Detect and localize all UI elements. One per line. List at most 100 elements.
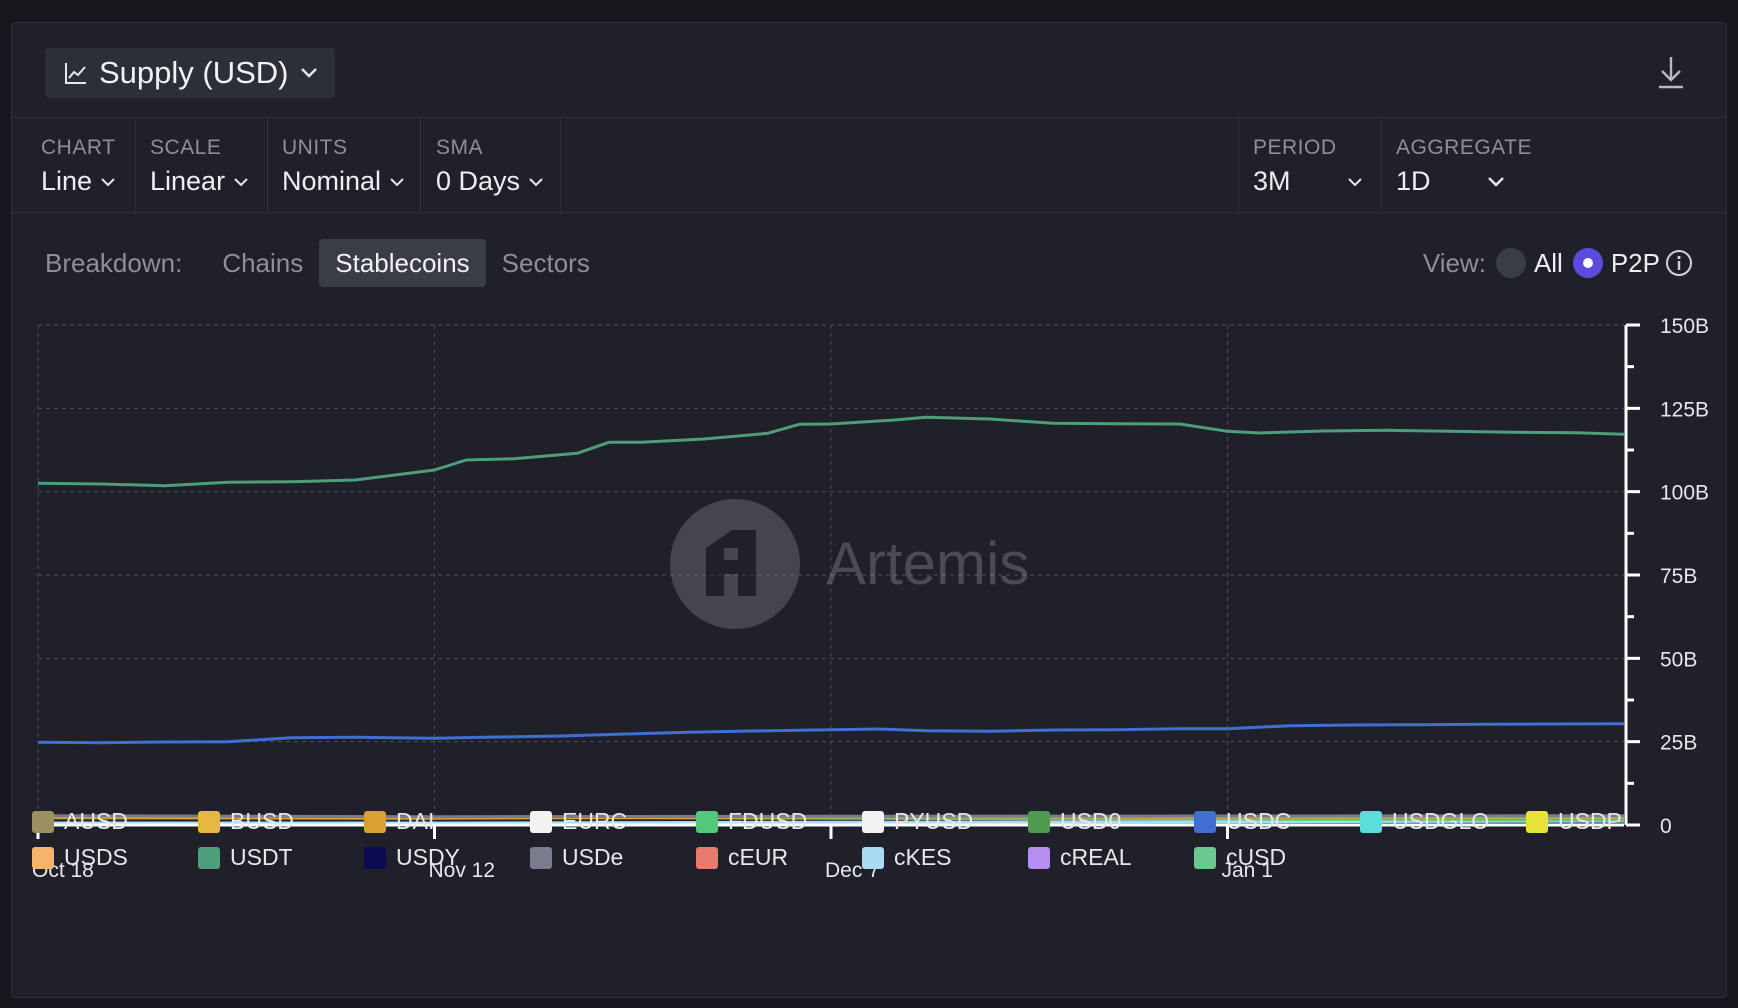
divider [1381, 118, 1382, 214]
legend-item-usdp[interactable]: USDP [1526, 808, 1622, 835]
legend-item-usdc[interactable]: USDC [1194, 808, 1291, 835]
x-tick-label: Jan 1 [1222, 859, 1273, 882]
info-icon[interactable] [1664, 248, 1694, 278]
chevron-down-icon [1348, 177, 1362, 186]
legend-item-usd0[interactable]: USD0 [1028, 808, 1121, 835]
scale-dropdown[interactable]: SCALE Linear [150, 118, 249, 214]
legend-swatch [1194, 846, 1216, 869]
legend-swatch [696, 846, 718, 869]
legend-label: USDe [562, 844, 624, 870]
legend-swatch [198, 810, 220, 833]
series-line-usdc [37, 722, 1625, 745]
legend-label: USDC [1226, 808, 1292, 834]
divider [420, 118, 421, 214]
legend-label: AUSD [64, 808, 128, 834]
chart-type-label: CHART [41, 136, 116, 159]
chart-grid [37, 324, 1624, 825]
legend-item-busd[interactable]: BUSD [198, 808, 294, 835]
legend-swatch [1194, 810, 1216, 833]
legend-item-ckes[interactable]: cKES [862, 844, 952, 871]
download-icon[interactable] [1654, 53, 1688, 91]
sma-label: SMA [436, 136, 484, 159]
units-value: Nominal [282, 166, 382, 196]
y-tick-label: 25B [1660, 732, 1697, 755]
chevron-down-icon [300, 68, 317, 78]
period-value: 3M [1253, 166, 1291, 196]
view-all-label[interactable]: All [1533, 247, 1563, 278]
legend-swatch [1360, 810, 1382, 833]
aggregate-label: AGGREGATE [1396, 136, 1532, 159]
legend-item-eurc[interactable]: EURC [530, 808, 627, 835]
legend-item-creal[interactable]: cREAL [1028, 844, 1132, 871]
chevron-down-icon [529, 177, 543, 186]
legend-label: EURC [562, 808, 628, 834]
chart-panel: Supply (USD) CHART Line SCALE Linear UNI… [11, 22, 1727, 998]
view-p2p-radio[interactable] [1572, 248, 1603, 278]
chevron-down-icon [234, 177, 248, 186]
legend-item-fdusd[interactable]: FDUSD [696, 808, 807, 835]
view-label: View: [1422, 247, 1486, 278]
chevron-down-icon [101, 177, 115, 186]
period-dropdown[interactable]: PERIOD 3M [1253, 118, 1363, 214]
watermark-text: Artemis [826, 530, 1029, 597]
legend-item-cusd[interactable]: cUSD [1194, 844, 1286, 871]
legend-label: USDP [1558, 808, 1622, 834]
view-toggle: View: All P2P [1423, 243, 1694, 283]
legend-item-dai[interactable]: DAI [364, 808, 434, 835]
legend-swatch [32, 846, 54, 869]
legend-label: cUSD [1226, 844, 1287, 870]
legend-item-ausd[interactable]: AUSD [32, 808, 128, 835]
y-tick-label: 125B [1660, 398, 1709, 421]
watermark: Artemis [670, 499, 1029, 629]
y-tick-label: 100B [1660, 482, 1709, 505]
legend-swatch [1028, 846, 1050, 869]
scale-label: SCALE [150, 136, 222, 159]
chevron-down-icon [390, 177, 404, 186]
metric-selector[interactable]: Supply (USD) [45, 48, 335, 98]
legend-item-ceur[interactable]: cEUR [696, 844, 788, 871]
legend-label: BUSD [230, 808, 294, 834]
legend-label: USD0 [1060, 808, 1122, 834]
legend-label: DAI [396, 808, 435, 834]
units-dropdown[interactable]: UNITS Nominal [282, 118, 405, 214]
view-p2p-label[interactable]: P2P [1610, 247, 1660, 278]
chart-series [37, 415, 1625, 825]
artemis-logo-icon [670, 499, 800, 629]
series-line-ckes [38, 819, 1625, 825]
legend-swatch [696, 810, 718, 833]
legend-swatch [530, 846, 552, 869]
legend-label: USDGLO [1392, 808, 1490, 834]
legend-label: USDY [396, 844, 460, 870]
chart-controls: CHART Line SCALE Linear UNITS Nominal SM… [12, 117, 1726, 214]
legend-swatch [530, 810, 552, 833]
legend-item-usde[interactable]: USDe [530, 844, 623, 871]
legend-swatch [364, 846, 386, 869]
sma-dropdown[interactable]: SMA 0 Days [436, 118, 544, 214]
period-label: PERIOD [1253, 136, 1337, 159]
legend-swatch [1526, 810, 1548, 833]
legend-swatch [862, 810, 884, 833]
tab-chains[interactable]: Chains [222, 248, 304, 278]
legend-item-usdt[interactable]: USDT [198, 844, 293, 871]
divider [135, 118, 136, 214]
chart-type-dropdown[interactable]: CHART Line [41, 118, 116, 214]
tab-stablecoins[interactable]: Stablecoins [319, 239, 486, 287]
legend-item-usds[interactable]: USDS [32, 844, 128, 871]
y-tick-label: 75B [1660, 565, 1697, 588]
legend-swatch [364, 810, 386, 833]
tab-sectors[interactable]: Sectors [501, 248, 590, 278]
legend-item-usdglo[interactable]: USDGLO [1360, 808, 1489, 835]
units-label: UNITS [282, 136, 348, 159]
y-tick-label: 50B [1660, 648, 1697, 671]
aggregate-value: 1D [1396, 166, 1431, 196]
legend-label: cEUR [728, 844, 789, 870]
view-all-radio[interactable] [1495, 248, 1526, 278]
x-tick-label: Nov 12 [429, 859, 496, 882]
divider [267, 118, 268, 214]
aggregate-dropdown[interactable]: AGGREGATE 1D [1396, 118, 1532, 214]
divider [560, 118, 561, 214]
legend-item-pyusd[interactable]: PYUSD [862, 808, 973, 835]
legend-item-usdy[interactable]: USDY [364, 844, 460, 871]
legend-label: USDT [230, 844, 293, 870]
